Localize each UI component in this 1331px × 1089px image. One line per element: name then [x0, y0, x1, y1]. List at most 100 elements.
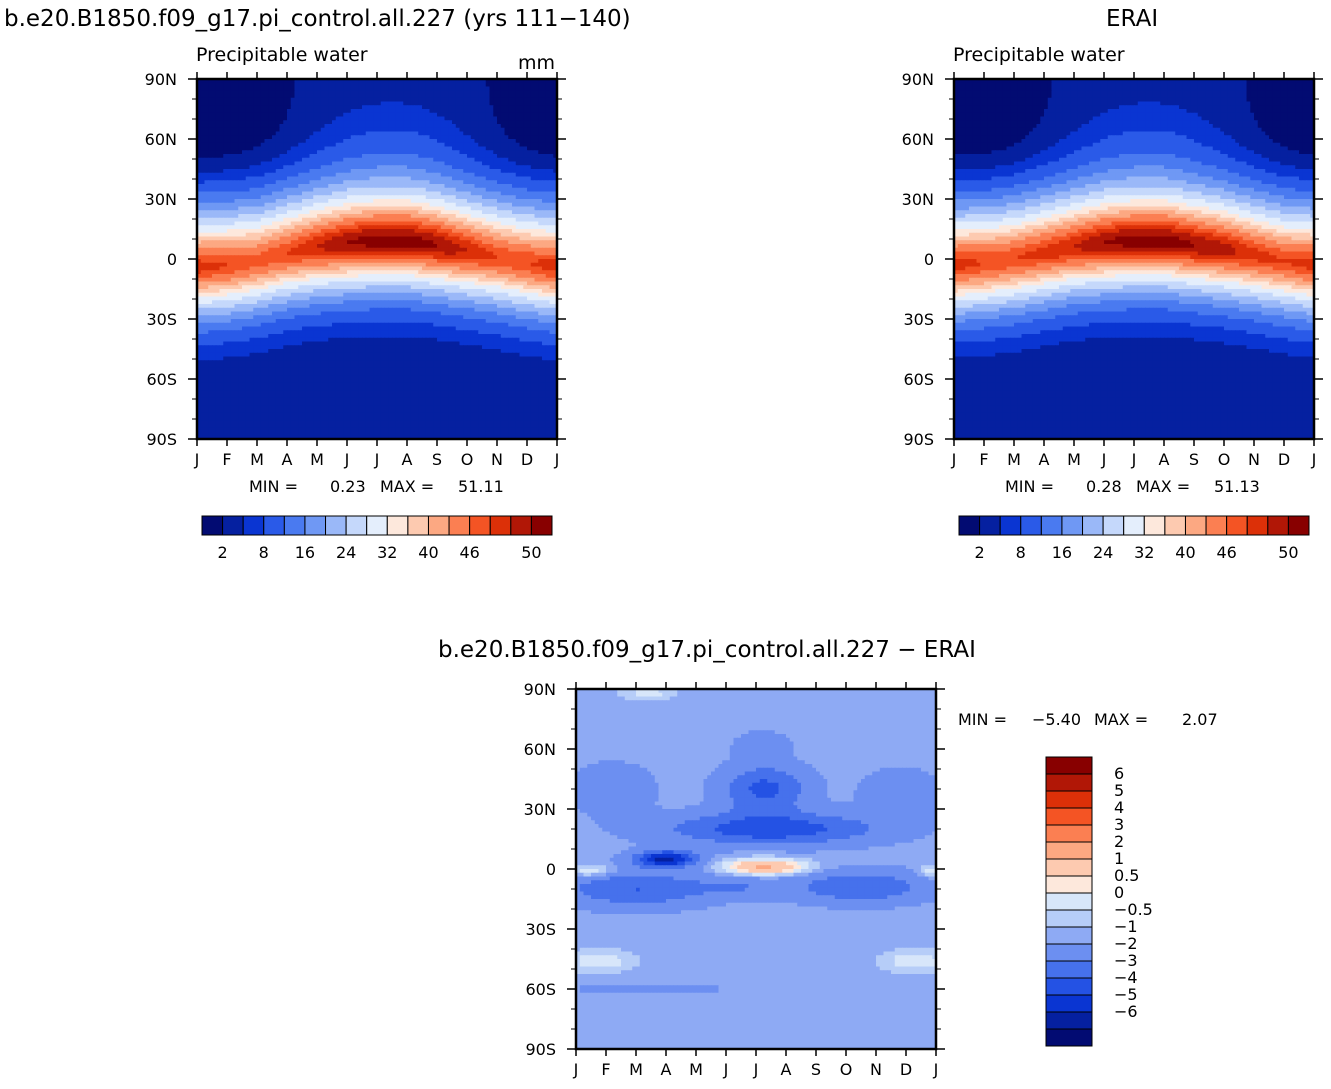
model-cell [343, 101, 348, 106]
model-cell [448, 206, 453, 211]
model-cell [362, 176, 367, 181]
model-cell [369, 146, 374, 151]
model-cell [497, 202, 502, 208]
model-cell [204, 120, 209, 125]
model-cell [504, 165, 509, 170]
model-cell [407, 142, 412, 148]
model-cell [440, 165, 446, 170]
model-cell [433, 225, 438, 230]
model-cell [512, 210, 517, 215]
model-cell [309, 86, 314, 91]
model-cell [403, 82, 408, 88]
model-cell [377, 236, 382, 241]
model-cell [414, 165, 419, 170]
model-cell [485, 217, 491, 223]
model-cell [272, 195, 277, 200]
model-cell [553, 195, 558, 200]
model-cell [485, 169, 491, 174]
model-cell [313, 105, 318, 110]
model-cell [215, 161, 221, 166]
model-cell [395, 82, 401, 88]
model-cell [245, 195, 251, 200]
model-cell [512, 221, 517, 226]
model-cell [384, 131, 389, 136]
model-cell [515, 262, 521, 268]
model-cell [204, 206, 209, 211]
model-cell [504, 221, 509, 226]
model-cell [549, 199, 554, 204]
model-cell [313, 101, 318, 106]
model-cell [302, 176, 307, 181]
model-cell [238, 214, 243, 219]
model-cell [515, 229, 521, 234]
model-cell [268, 247, 273, 253]
model-cell [208, 247, 213, 253]
model-cell [332, 210, 337, 215]
model-cell [515, 109, 521, 114]
model-cell [448, 161, 453, 166]
model-cell [463, 124, 468, 129]
model-cell [317, 270, 322, 275]
model-cell [403, 90, 408, 95]
model-cell [350, 262, 356, 268]
model-cell [215, 240, 221, 245]
model-cell [527, 79, 532, 84]
model-cell [343, 221, 348, 226]
model-cell [343, 154, 348, 159]
model-cell [257, 109, 262, 114]
model-cell [369, 236, 374, 241]
model-cell [347, 259, 352, 264]
model-cell [339, 187, 344, 193]
model-cell [197, 150, 202, 155]
model-cell [302, 124, 307, 129]
model-cell [519, 232, 524, 238]
model-cell [489, 206, 494, 211]
model-cell [212, 176, 217, 181]
model-cell [204, 172, 209, 178]
model-cell [440, 127, 446, 133]
model-cell [463, 202, 468, 208]
model-cell [234, 86, 239, 91]
model-cell [399, 195, 404, 200]
model-cell [474, 206, 479, 211]
model-cell [230, 86, 236, 91]
model-cell [478, 105, 483, 110]
model-cell [478, 131, 483, 136]
model-cell [403, 139, 408, 144]
model-cell [422, 169, 427, 174]
model-cell [230, 266, 236, 271]
model-cell [219, 169, 224, 174]
model-cell [215, 210, 221, 215]
model-cell [407, 214, 412, 219]
model-cell [200, 199, 206, 204]
model-cell [542, 150, 547, 155]
model-cell [388, 101, 393, 106]
model-cell [527, 184, 532, 189]
model-cell [407, 112, 412, 118]
model-cell [200, 97, 206, 103]
model-cell [358, 105, 363, 110]
model-cell [377, 90, 382, 95]
model-cell [508, 210, 513, 215]
model-cell [204, 210, 209, 215]
model-cell [493, 176, 498, 181]
model-cell [403, 221, 408, 226]
model-cell [230, 161, 236, 166]
model-cell [508, 116, 513, 121]
model-cell [500, 79, 506, 84]
model-cell [414, 232, 419, 238]
model-cell [324, 135, 329, 140]
model-cell [287, 244, 292, 249]
model-cell [377, 154, 382, 159]
model-cell [384, 176, 389, 181]
model-cell [508, 97, 513, 103]
model-cell [395, 217, 401, 223]
model-cell [373, 266, 378, 271]
model-cell [208, 255, 213, 260]
model-cell [437, 255, 442, 260]
model-cell [444, 225, 449, 230]
model-cell [298, 229, 303, 234]
model-cell [287, 139, 292, 144]
model-cell [260, 270, 266, 275]
model-cell [324, 180, 329, 185]
